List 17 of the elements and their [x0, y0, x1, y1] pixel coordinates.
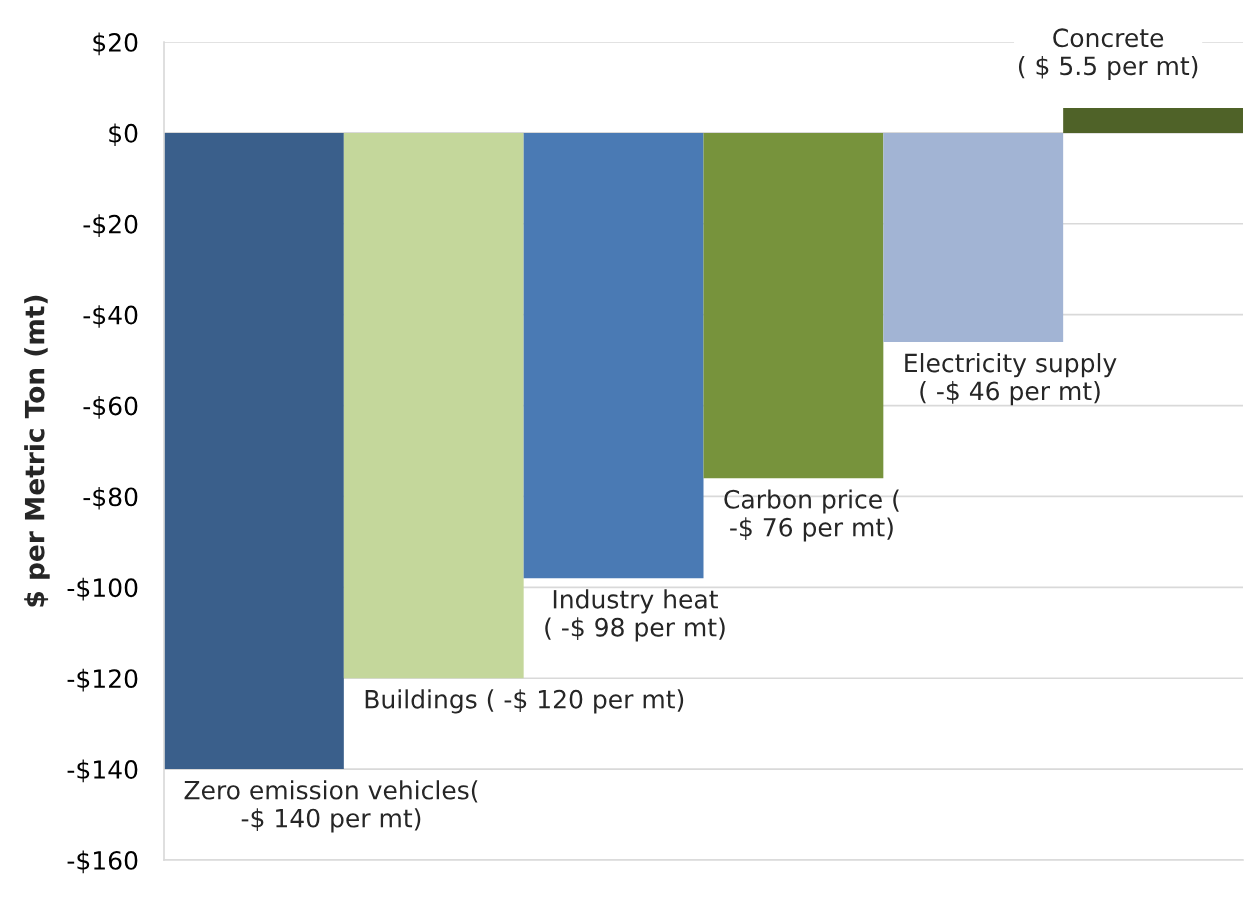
y-tick-label: -$60 — [83, 396, 138, 419]
data-label: Buildings ( -$ 120 per mt) — [365, 689, 684, 714]
data-label: Carbon price ( -$ 76 per mt) — [724, 489, 899, 542]
y-tick-label: -$40 — [83, 305, 138, 328]
data-label: Concrete ( $ 5.5 per mt) — [1018, 28, 1198, 81]
y-tick-label: -$120 — [67, 668, 138, 692]
y-tick-label: -$100 — [67, 577, 138, 601]
data-label: Zero emission vehicles( -$ 140 per mt) — [184, 780, 478, 833]
y-tick-label: -$20 — [83, 214, 138, 237]
data-label: Electricity supply ( -$ 46 per mt) — [905, 353, 1117, 406]
y-axis-title: $ per Metric Ton (mt) — [24, 295, 50, 607]
y-tick-label: -$80 — [83, 486, 138, 510]
y-tick-label: -$140 — [67, 759, 138, 783]
y-tick-label: -$160 — [67, 850, 138, 874]
data-label: Industry heat ( -$ 98 per mt) — [545, 589, 725, 642]
y-tick-label: $20 — [93, 32, 138, 56]
y-tick-label: $0 — [109, 123, 138, 147]
